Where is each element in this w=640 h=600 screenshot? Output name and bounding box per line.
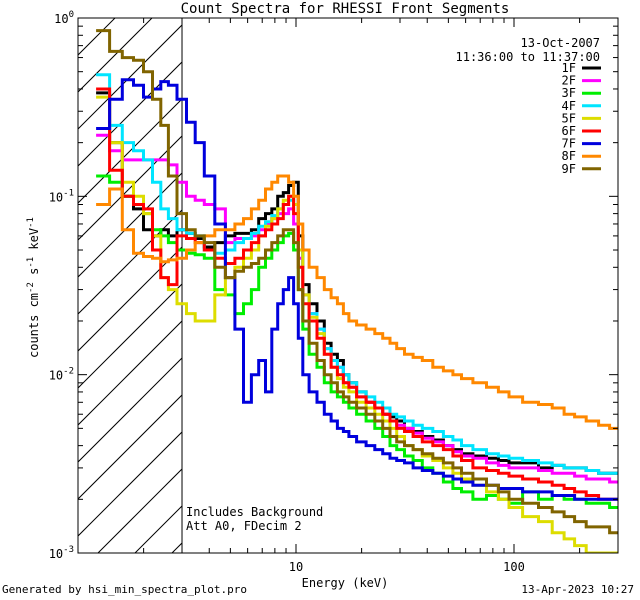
legend-label-2F: 2F [562,74,576,88]
ylabel-kev: keV [27,228,41,257]
y-tick-label: 10-1 [49,188,74,204]
series-9F [96,29,618,535]
ylabel-sup-s: -1 [26,257,36,268]
observation-date: 13-Oct-2007 [521,36,600,50]
series-8F [96,174,618,430]
y-axis-label: counts cm-2 s-1 keV-1 [26,217,41,358]
legend-label-9F: 9F [562,162,576,176]
ylabel-base: counts cm [27,293,41,358]
generated-by-text: Generated by hsi_min_spectra_plot.pro [2,583,248,596]
series-2F [96,133,618,484]
hatch-line [78,24,183,130]
series-3F [96,174,618,509]
x-tick-label: 100 [503,560,525,574]
attenuator-note: Att A0, FDecim 2 [186,519,302,533]
y-tick-label: 10-3 [49,545,74,561]
hatch-line [78,283,183,389]
ylabel-sec: s [27,268,41,282]
x-axis-label: Energy (keV) [302,576,389,590]
hatch-line [78,18,153,93]
hatch-line [78,246,183,352]
legend-label-3F: 3F [562,86,576,100]
legend-label-8F: 8F [562,149,576,163]
series-7F [96,78,618,501]
legend-label-4F: 4F [562,99,576,113]
hatch-line [78,431,183,537]
x-tick-label: 10 [289,560,303,574]
ylabel-sup-kev: -1 [26,217,36,228]
legend-label-7F: 7F [562,137,576,151]
legend-label-1F: 1F [562,61,576,75]
y-tick-label: 100 [54,10,74,26]
excluded-energy-hatch [78,18,183,553]
hatch-line [78,18,79,19]
hatch-line [78,320,183,426]
ylabel-sup-cm: -2 [26,282,36,293]
y-axis: 10-3 10-2 10-1 100 [49,10,618,561]
x-axis: 10 100 [77,18,619,574]
y-tick-label: 10-2 [49,367,74,383]
hatch-line [78,61,183,167]
hatch-line [78,98,183,204]
series-6F [96,87,618,501]
generation-timestamp: 13-Apr-2023 10:27 [521,583,634,596]
plot-frame [77,17,619,554]
legend-label-5F: 5F [562,111,576,125]
legend-label-6F: 6F [562,124,576,138]
chart-title: Count Spectra for RHESSI Front Segments [181,1,510,17]
series-group [96,29,618,553]
hatch-line [78,394,183,500]
background-note: Includes Background [186,505,323,519]
observation-time-range: 11:36:00 to 11:37:00 [456,50,601,64]
hatch-line [78,209,183,315]
